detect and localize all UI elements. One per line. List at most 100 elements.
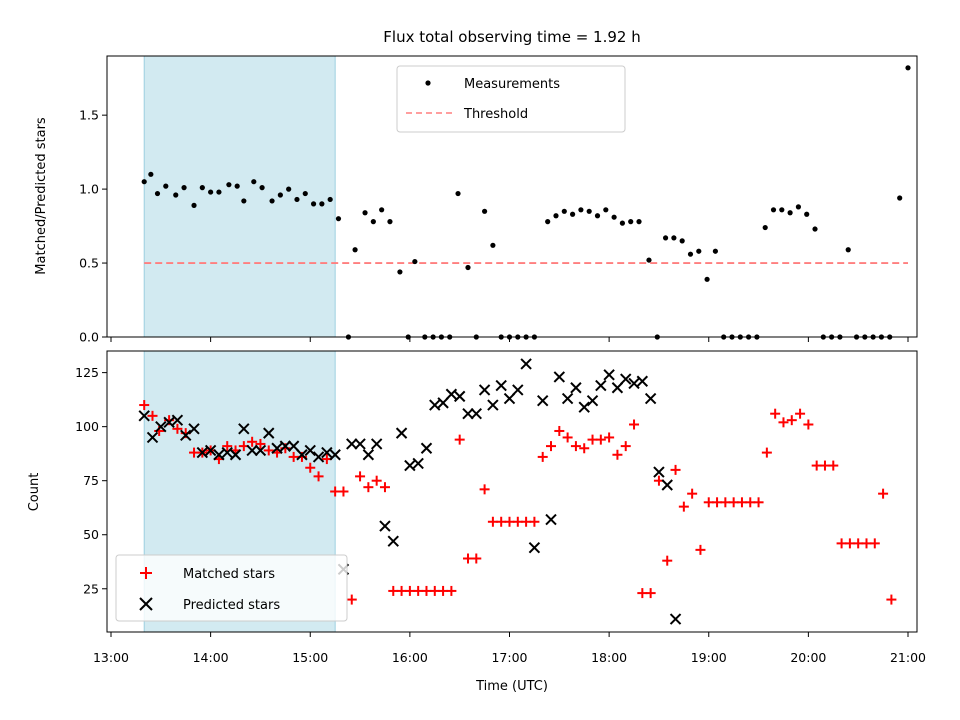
matched-star-point	[546, 441, 557, 452]
x-tick-label: 21:00	[890, 650, 926, 665]
predicted-star-point	[437, 397, 449, 409]
bottom-y-axis-label: Count	[27, 473, 42, 512]
predicted-star-point	[470, 407, 482, 420]
measurement-point	[216, 189, 222, 195]
predicted-star-point	[669, 613, 682, 625]
matched-star-point	[612, 449, 623, 460]
y-tick-label: 125	[75, 365, 99, 380]
top-legend-box	[396, 65, 626, 133]
x-tick-label: 19:00	[691, 650, 727, 665]
predicted-star-point	[138, 410, 150, 422]
measurement-point	[704, 276, 710, 282]
bottom-plot-frame	[106, 350, 918, 633]
predicted-star-point	[362, 449, 375, 461]
measurement-point	[226, 182, 232, 188]
y-tick-label: 0.0	[79, 330, 99, 345]
measurement-point	[490, 242, 496, 248]
predicted-star-point	[661, 479, 673, 491]
measurement-point	[586, 208, 592, 214]
predicted-star-point	[238, 423, 250, 435]
predicted-star-point	[653, 466, 665, 478]
predicted-star-point	[321, 446, 333, 459]
measurement-point	[603, 207, 609, 213]
measurement-point	[208, 189, 214, 195]
predicted-star-point	[628, 377, 640, 390]
y-tick-label: 75	[83, 473, 99, 488]
measurement-point	[286, 186, 292, 192]
predicted-star-point	[503, 392, 516, 405]
predicted-star-point	[570, 382, 582, 394]
matched-star-point	[139, 400, 150, 411]
legend-predicted-marker	[139, 597, 153, 611]
predicted-star-point	[561, 392, 574, 405]
matched-star-point	[886, 594, 897, 605]
matched-star-point	[147, 410, 158, 421]
top-y-axis-label: Matched/Predicted stars	[34, 117, 49, 275]
matched-star-point	[595, 434, 606, 445]
y-tick-label: 50	[83, 527, 99, 542]
matched-star-point	[313, 471, 324, 482]
measurement-point	[370, 219, 376, 225]
predicted-star-point	[296, 449, 308, 461]
matched-star-point	[778, 417, 789, 428]
predicted-star-point	[279, 440, 292, 452]
matched-star-point	[562, 432, 573, 443]
predicted-star-point	[462, 407, 474, 420]
predicted-star-point	[445, 388, 458, 400]
predicted-star-point	[229, 449, 242, 461]
matched-star-point	[305, 462, 316, 473]
matched-star-point	[371, 475, 382, 486]
measurement-point	[646, 257, 652, 263]
predicted-star-point	[512, 384, 524, 396]
predicted-star-point	[221, 446, 233, 459]
matched-star-point	[554, 425, 565, 436]
matched-star-point	[869, 538, 880, 549]
matched-star-point	[471, 553, 482, 564]
legend-threshold-label: Threshold	[463, 107, 528, 122]
measurement-point	[804, 211, 810, 217]
top-x-axis-ticks	[110, 337, 909, 342]
matched-star-point	[786, 415, 797, 426]
measurement-point	[481, 208, 488, 214]
measurement-point	[578, 207, 584, 213]
matched-star-point	[878, 488, 889, 499]
predicted-star-point	[586, 395, 599, 407]
predicted-star-point	[478, 384, 491, 396]
predicted-star-point	[412, 457, 424, 470]
measurement-point	[787, 210, 793, 216]
measurement-point	[628, 219, 634, 225]
predicted-star-point	[595, 379, 607, 392]
measurement-point	[897, 195, 903, 201]
measurement-point	[327, 196, 333, 203]
matched-star-point	[620, 441, 631, 452]
predicted-star-point	[379, 520, 391, 532]
predicted-star-point	[611, 382, 624, 394]
top-legend: Measurements Threshold	[396, 65, 626, 133]
matched-star-point	[770, 408, 781, 419]
measurement-point	[181, 185, 187, 191]
predicted-star-point	[346, 438, 358, 450]
measurement-point	[412, 258, 418, 265]
top-plot-frame	[106, 55, 918, 338]
matched-star-point	[695, 544, 706, 555]
matched-star-point	[579, 443, 590, 454]
matched-star-point	[678, 501, 689, 512]
predicted-star-point	[520, 358, 532, 370]
bottom-x-axis-label: Time (UTC)	[475, 679, 548, 694]
predicted-star-point	[387, 535, 399, 547]
predicted-star-point	[304, 444, 316, 457]
y-tick-label: 1.5	[79, 108, 99, 123]
chart-title: Flux total observing time = 1.92 h	[383, 28, 640, 46]
predicted-star-point	[553, 371, 566, 383]
measurement-point	[251, 179, 257, 185]
measurement-point	[319, 201, 325, 207]
predicted-star-point	[370, 438, 383, 450]
predicted-star-point	[620, 373, 632, 385]
measurement-point	[141, 179, 147, 185]
predicted-star-point	[246, 444, 258, 457]
predicted-star-point	[453, 390, 466, 403]
y-tick-label: 1.0	[79, 182, 99, 197]
predicted-star-point	[545, 513, 557, 526]
predicted-star-point	[213, 449, 225, 461]
